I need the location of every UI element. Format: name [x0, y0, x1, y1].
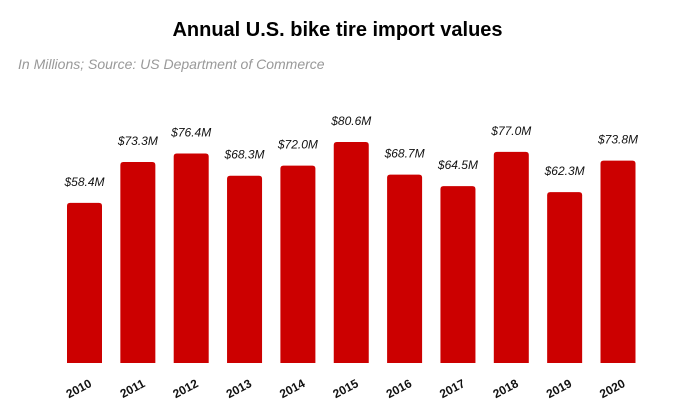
bar-2019: [547, 192, 583, 363]
x-tick-label: 2013: [224, 376, 254, 401]
bar-2012: [173, 153, 209, 363]
x-tick-label: 2020: [597, 376, 627, 401]
data-label: $77.0M: [490, 124, 531, 138]
bar-2014: [280, 165, 316, 363]
bar-2011: [120, 162, 156, 363]
data-label: $72.0M: [277, 138, 318, 152]
bar-2013: [227, 175, 263, 363]
x-tick-label: 2016: [384, 376, 414, 401]
bar-2016: [387, 174, 423, 363]
data-label: $68.7M: [384, 147, 425, 161]
x-tick-label: 2011: [118, 376, 148, 401]
bar-2020: [600, 160, 636, 363]
x-tick-label: 2017: [437, 376, 467, 401]
data-label: $68.3M: [224, 148, 265, 162]
x-tick-label: 2019: [544, 376, 574, 401]
x-tick-label: 2012: [170, 376, 200, 401]
bar-2015: [333, 142, 369, 363]
x-tick-label: 2010: [64, 376, 94, 401]
bar-2018: [493, 151, 529, 363]
data-label: $73.8M: [597, 133, 638, 147]
bar-2017: [440, 186, 476, 363]
data-label: $64.5M: [437, 158, 478, 172]
x-tick-label: 2014: [277, 376, 307, 401]
chart-subtitle: In Millions; Source: US Department of Co…: [18, 56, 325, 72]
data-label: $80.6M: [330, 114, 371, 128]
data-label: $58.4M: [63, 175, 104, 189]
data-label: $73.3M: [117, 134, 158, 148]
chart-title: Annual U.S. bike tire import values: [172, 19, 503, 41]
x-tick-label: 2018: [491, 376, 521, 401]
x-tick-label: 2015: [331, 376, 361, 401]
data-label: $62.3M: [544, 164, 585, 178]
bar-2010: [67, 202, 102, 363]
data-label: $76.4M: [170, 126, 211, 140]
